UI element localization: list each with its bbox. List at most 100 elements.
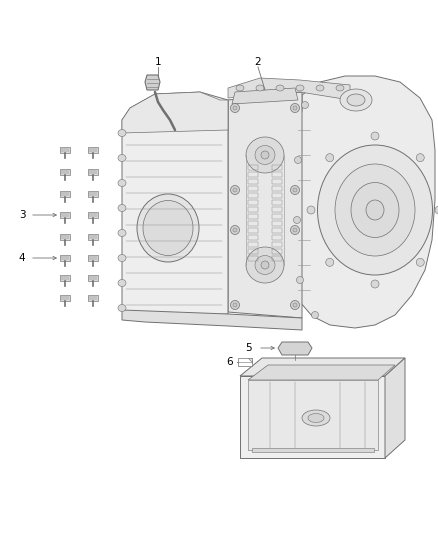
Polygon shape	[60, 191, 70, 197]
Polygon shape	[122, 92, 228, 318]
Bar	[272, 235, 282, 239]
Ellipse shape	[256, 85, 264, 91]
Polygon shape	[60, 169, 70, 175]
Ellipse shape	[351, 182, 399, 238]
Ellipse shape	[230, 225, 240, 235]
Ellipse shape	[276, 85, 284, 91]
Ellipse shape	[326, 154, 334, 161]
Text: 4: 4	[19, 253, 25, 263]
Polygon shape	[60, 234, 70, 240]
Bar	[248, 207, 258, 212]
Bar	[248, 214, 258, 219]
Ellipse shape	[435, 206, 438, 214]
Bar	[248, 221, 258, 225]
Ellipse shape	[143, 200, 193, 255]
Polygon shape	[60, 147, 70, 153]
Ellipse shape	[293, 106, 297, 110]
Polygon shape	[278, 342, 312, 355]
Ellipse shape	[340, 89, 372, 111]
Text: 1: 1	[155, 57, 161, 67]
Polygon shape	[60, 275, 70, 281]
Polygon shape	[248, 365, 395, 380]
Polygon shape	[240, 358, 405, 376]
Text: 3: 3	[19, 210, 25, 220]
Bar	[248, 242, 258, 246]
Ellipse shape	[137, 194, 199, 262]
Bar	[248, 256, 258, 261]
Bar	[272, 186, 282, 190]
Ellipse shape	[371, 280, 379, 288]
Bar	[272, 179, 282, 183]
Ellipse shape	[118, 304, 126, 311]
Ellipse shape	[118, 279, 126, 287]
Bar	[272, 193, 282, 198]
Ellipse shape	[293, 228, 297, 232]
Bar	[272, 221, 282, 225]
Bar	[248, 179, 258, 183]
Ellipse shape	[366, 200, 384, 220]
Polygon shape	[88, 234, 98, 240]
Bar	[272, 256, 282, 261]
Polygon shape	[240, 376, 385, 458]
Ellipse shape	[118, 180, 126, 187]
Polygon shape	[122, 310, 302, 330]
Polygon shape	[145, 75, 160, 90]
Polygon shape	[385, 358, 405, 458]
Ellipse shape	[230, 301, 240, 310]
Ellipse shape	[230, 185, 240, 195]
Ellipse shape	[416, 154, 424, 161]
Text: 5: 5	[245, 343, 251, 353]
Bar	[248, 228, 258, 232]
Polygon shape	[122, 92, 228, 133]
Bar	[272, 172, 282, 176]
Polygon shape	[228, 92, 302, 318]
Polygon shape	[238, 358, 252, 366]
Ellipse shape	[293, 216, 300, 223]
Ellipse shape	[347, 94, 365, 106]
Bar	[248, 172, 258, 176]
Bar	[248, 200, 258, 205]
Ellipse shape	[233, 228, 237, 232]
Ellipse shape	[326, 259, 334, 266]
Polygon shape	[60, 212, 70, 218]
Ellipse shape	[290, 301, 300, 310]
Ellipse shape	[118, 205, 126, 212]
Ellipse shape	[246, 247, 284, 283]
Bar	[272, 228, 282, 232]
Bar	[272, 200, 282, 205]
Ellipse shape	[230, 103, 240, 112]
Ellipse shape	[318, 145, 432, 275]
Polygon shape	[252, 448, 374, 452]
Bar	[248, 249, 258, 254]
Polygon shape	[88, 169, 98, 175]
Polygon shape	[88, 212, 98, 218]
Ellipse shape	[371, 132, 379, 140]
Polygon shape	[60, 295, 70, 301]
Polygon shape	[88, 255, 98, 261]
Ellipse shape	[233, 303, 237, 307]
Bar	[248, 186, 258, 190]
Bar	[248, 235, 258, 239]
Polygon shape	[60, 255, 70, 261]
Bar	[272, 165, 282, 169]
Ellipse shape	[236, 85, 244, 91]
Bar	[248, 193, 258, 198]
Polygon shape	[295, 76, 435, 328]
Ellipse shape	[261, 151, 269, 159]
Ellipse shape	[308, 414, 324, 423]
Ellipse shape	[246, 137, 284, 173]
Polygon shape	[88, 191, 98, 197]
Bar	[272, 207, 282, 212]
Polygon shape	[248, 358, 252, 362]
Bar	[272, 214, 282, 219]
Polygon shape	[232, 88, 298, 104]
Ellipse shape	[416, 259, 424, 266]
Polygon shape	[228, 78, 350, 100]
Ellipse shape	[294, 157, 301, 164]
Ellipse shape	[255, 255, 275, 274]
Ellipse shape	[336, 85, 344, 91]
Ellipse shape	[290, 185, 300, 195]
Bar	[248, 165, 258, 169]
Polygon shape	[88, 295, 98, 301]
Ellipse shape	[233, 188, 237, 192]
